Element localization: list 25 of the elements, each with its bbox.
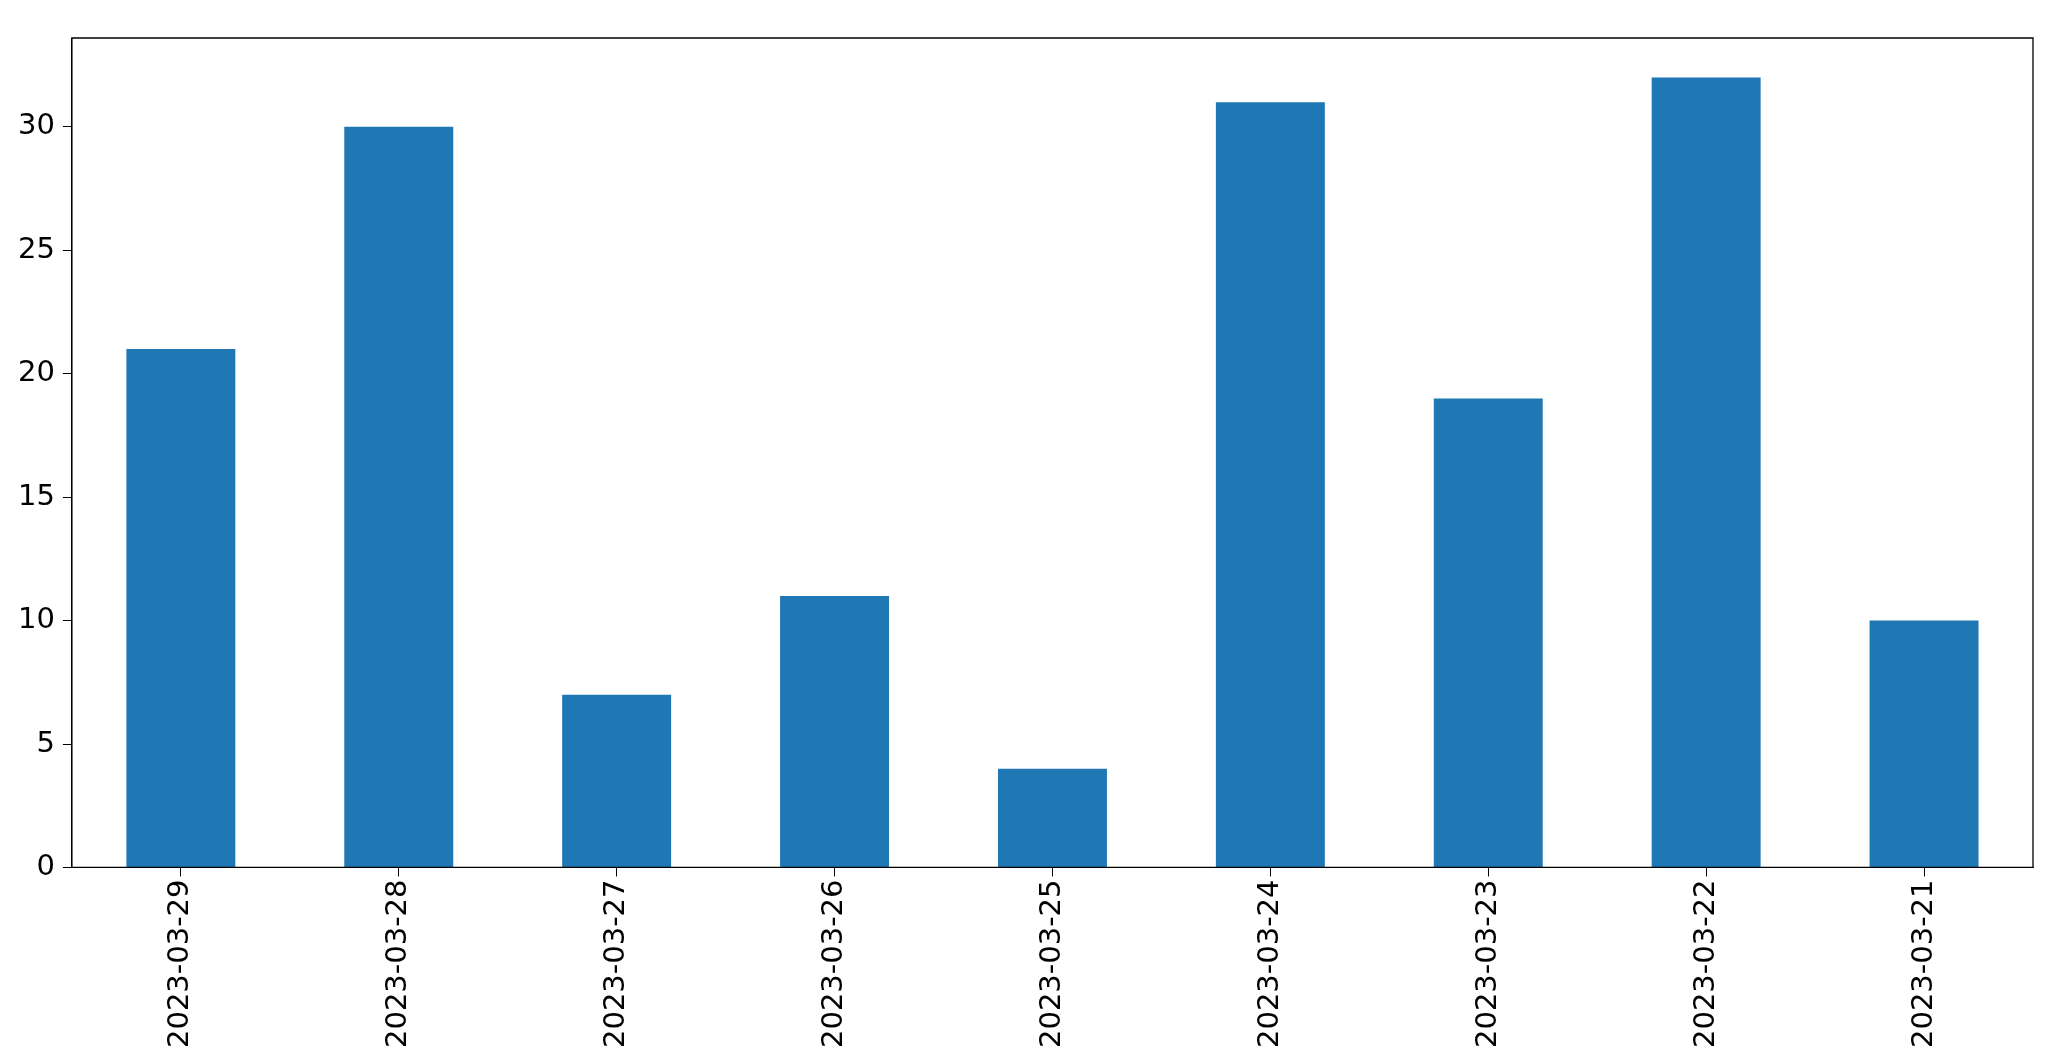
x-tick-label: 2023-03-21 (1904, 879, 1939, 1049)
y-tick-label: 25 (18, 230, 55, 265)
x-tick-label: 2023-03-28 (379, 879, 414, 1049)
bar (997, 768, 1107, 867)
y-tick-label: 20 (18, 354, 55, 389)
bar (562, 694, 672, 867)
x-tick-label: 2023-03-23 (1468, 879, 1503, 1049)
bar (126, 349, 236, 867)
y-tick-label: 10 (18, 601, 55, 636)
x-tick-label: 2023-03-27 (597, 879, 632, 1049)
x-tick-label: 2023-03-25 (1032, 879, 1067, 1049)
x-tick-label: 2023-03-24 (1250, 879, 1285, 1049)
y-tick-label: 0 (36, 848, 55, 882)
y-tick-label: 30 (18, 107, 55, 142)
x-tick-label: 2023-03-26 (815, 879, 850, 1049)
y-tick-label: 15 (18, 477, 55, 512)
bar (1651, 77, 1761, 867)
bar (344, 126, 454, 867)
bar (1869, 620, 1979, 867)
y-tick-label: 5 (36, 724, 55, 759)
x-tick-label: 2023-03-22 (1686, 879, 1721, 1049)
x-tick-label: 2023-03-29 (161, 879, 196, 1049)
bar (780, 595, 890, 867)
bar (1433, 398, 1543, 867)
bar (1215, 102, 1325, 867)
